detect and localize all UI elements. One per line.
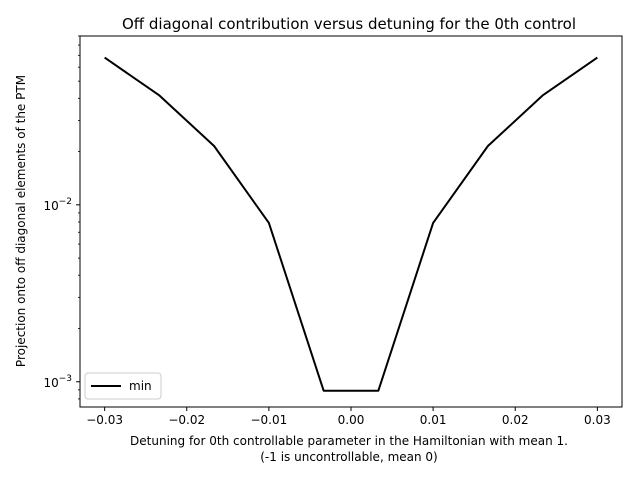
x-tick-label: −0.02 — [168, 413, 205, 427]
x-tick-label: 0.03 — [584, 413, 611, 427]
x-tick-label: 0.02 — [502, 413, 529, 427]
x-tick-label: −0.01 — [250, 413, 287, 427]
x-tick-label: 0.00 — [338, 413, 365, 427]
legend-label-min: min — [129, 379, 152, 393]
x-axis-label-line-2: (-1 is uncontrollable, mean 0) — [260, 450, 437, 464]
plot-series — [104, 56, 598, 392]
x-tick-label: −0.03 — [86, 413, 123, 427]
y-tick-label: 10−3 — [43, 374, 72, 390]
y-tick-label: 10−2 — [43, 197, 72, 213]
series-line-min — [104, 56, 598, 392]
legend-box — [84, 372, 162, 400]
legend: min — [84, 372, 162, 400]
x-axis-ticks: −0.03 −0.02 −0.01 0.00 0.01 0.02 0.03 — [86, 407, 611, 427]
chart-title: Off diagonal contribution versus detunin… — [122, 15, 576, 33]
x-tick-label: 0.01 — [420, 413, 447, 427]
y-axis-ticks: 10−3 10−2 — [43, 35, 80, 400]
x-axis-label-line-1: Detuning for 0th controllable parameter … — [130, 434, 568, 448]
y-axis-label: Projection onto off diagonal elements of… — [14, 75, 28, 367]
